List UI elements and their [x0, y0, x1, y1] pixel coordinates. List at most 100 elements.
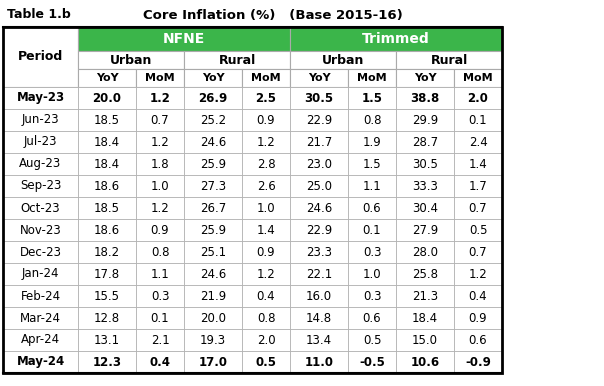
Bar [184, 219, 242, 241]
Text: 0.3: 0.3 [363, 245, 381, 259]
Bar [396, 285, 454, 307]
Bar [242, 351, 290, 373]
Bar [184, 241, 242, 263]
Text: 24.6: 24.6 [200, 135, 226, 149]
Text: 18.6: 18.6 [94, 223, 120, 237]
Text: 21.9: 21.9 [200, 290, 226, 303]
Bar [348, 109, 396, 131]
Text: 1.1: 1.1 [362, 179, 381, 193]
Text: 28.7: 28.7 [412, 135, 438, 149]
Bar [396, 69, 454, 87]
Text: YoY: YoY [414, 73, 436, 83]
Text: 28.0: 28.0 [412, 245, 438, 259]
Bar [136, 131, 184, 153]
Bar [78, 329, 136, 351]
Text: 22.9: 22.9 [306, 223, 332, 237]
Text: 2.6: 2.6 [257, 179, 275, 193]
Bar [136, 329, 184, 351]
Text: 1.2: 1.2 [150, 201, 169, 215]
Text: 1.2: 1.2 [257, 267, 275, 281]
Text: 0.4: 0.4 [469, 290, 487, 303]
Text: 0.1: 0.1 [362, 223, 381, 237]
Text: 26.9: 26.9 [198, 91, 228, 105]
Text: -0.9: -0.9 [465, 356, 491, 369]
Text: 14.8: 14.8 [306, 312, 332, 325]
Bar [242, 69, 290, 87]
Text: Urban: Urban [322, 54, 364, 66]
Text: 0.6: 0.6 [362, 312, 381, 325]
Bar [454, 219, 502, 241]
Text: Core Inflation (%)   (Base 2015-16): Core Inflation (%) (Base 2015-16) [143, 8, 402, 22]
Bar [242, 307, 290, 329]
Bar [454, 351, 502, 373]
Bar [136, 285, 184, 307]
Text: Mar-24: Mar-24 [20, 312, 61, 325]
Text: 1.2: 1.2 [257, 135, 275, 149]
Bar [454, 197, 502, 219]
Bar [136, 175, 184, 197]
Text: 18.4: 18.4 [94, 157, 120, 171]
Bar [242, 109, 290, 131]
Bar [454, 285, 502, 307]
Bar [454, 109, 502, 131]
Text: 1.0: 1.0 [150, 179, 169, 193]
Text: 25.1: 25.1 [200, 245, 226, 259]
Bar [136, 241, 184, 263]
Text: MoM: MoM [357, 73, 387, 83]
Text: 17.0: 17.0 [199, 356, 228, 369]
Text: 27.9: 27.9 [412, 223, 438, 237]
Text: Rural: Rural [431, 54, 467, 66]
Bar [3, 27, 502, 373]
Bar [348, 241, 396, 263]
Text: 25.2: 25.2 [200, 113, 226, 127]
Bar [136, 219, 184, 241]
Bar [242, 219, 290, 241]
Text: Nov-23: Nov-23 [19, 223, 62, 237]
Bar [3, 329, 78, 351]
Text: 0.8: 0.8 [151, 245, 169, 259]
Bar [184, 307, 242, 329]
Bar [3, 153, 78, 175]
Text: 26.7: 26.7 [200, 201, 226, 215]
Bar [396, 351, 454, 373]
Text: 0.9: 0.9 [150, 223, 169, 237]
Bar [3, 241, 78, 263]
Text: Aug-23: Aug-23 [19, 157, 62, 171]
Bar [78, 131, 136, 153]
Bar [3, 131, 78, 153]
Text: 0.5: 0.5 [363, 334, 381, 347]
Bar [396, 307, 454, 329]
Bar [396, 153, 454, 175]
Text: Feb-24: Feb-24 [21, 290, 60, 303]
Bar [184, 131, 242, 153]
Text: 23.3: 23.3 [306, 245, 332, 259]
Bar [3, 175, 78, 197]
Text: Jan-24: Jan-24 [22, 267, 59, 281]
Bar [290, 69, 348, 87]
Bar [3, 197, 78, 219]
Bar [348, 219, 396, 241]
Text: 12.3: 12.3 [92, 356, 121, 369]
Text: 29.9: 29.9 [412, 113, 438, 127]
Text: Jun-23: Jun-23 [22, 113, 59, 127]
Bar [290, 27, 502, 51]
Bar [184, 87, 242, 109]
Text: 18.2: 18.2 [94, 245, 120, 259]
Text: YoY: YoY [95, 73, 118, 83]
Bar [454, 241, 502, 263]
Bar [3, 285, 78, 307]
Text: 23.0: 23.0 [306, 157, 332, 171]
Text: Rural: Rural [219, 54, 255, 66]
Bar [78, 69, 136, 87]
Bar [290, 241, 348, 263]
Text: 30.5: 30.5 [412, 157, 438, 171]
Text: Apr-24: Apr-24 [21, 334, 60, 347]
Bar [396, 175, 454, 197]
Bar [136, 263, 184, 285]
Bar [348, 131, 396, 153]
Text: 2.0: 2.0 [467, 91, 489, 105]
Text: MoM: MoM [463, 73, 493, 83]
Text: 1.9: 1.9 [362, 135, 381, 149]
Text: Sep-23: Sep-23 [20, 179, 61, 193]
Text: 25.8: 25.8 [412, 267, 438, 281]
